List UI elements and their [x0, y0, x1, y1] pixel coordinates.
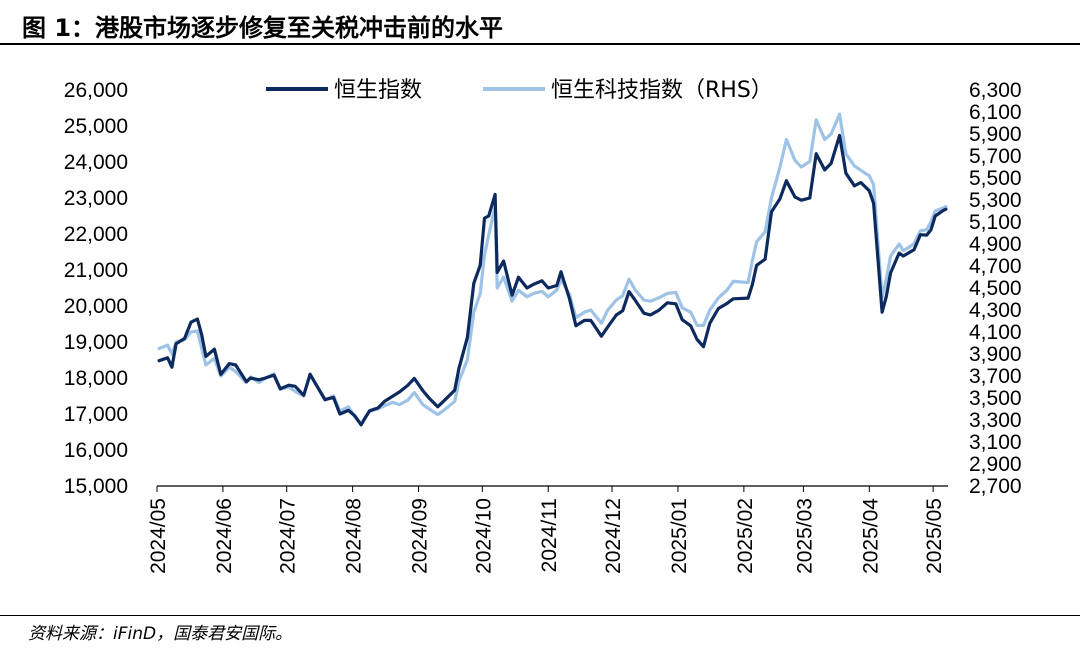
x-tick-label: 2024/12 — [602, 498, 625, 574]
y-right-tick-label: 2,900 — [969, 453, 1022, 476]
x-tick-label: 2024/05 — [147, 498, 170, 574]
y-left-tick-label: 23,000 — [64, 187, 128, 210]
x-tick-label: 2025/03 — [793, 498, 816, 574]
y-right-tick-label: 4,500 — [969, 277, 1022, 300]
footer-divider — [0, 615, 1080, 616]
x-tick-label: 2024/09 — [409, 498, 432, 574]
y-left-tick-label: 15,000 — [64, 475, 128, 498]
y-right-tick-label: 4,900 — [969, 233, 1022, 256]
x-tick-label: 2024/08 — [343, 498, 366, 574]
y-right-tick-label: 4,300 — [969, 299, 1022, 322]
y-left-tick-label: 24,000 — [64, 151, 128, 174]
y-left-tick-label: 19,000 — [64, 331, 128, 354]
x-tick-label: 2025/01 — [668, 498, 691, 574]
y-left-tick-label: 21,000 — [64, 259, 128, 282]
y-right-tick-label: 3,100 — [969, 431, 1022, 454]
y-left-tick-label: 22,000 — [64, 223, 128, 246]
y-right-tick-label: 3,300 — [969, 409, 1022, 432]
y-right-tick-label: 6,100 — [969, 101, 1022, 124]
y-left-tick-label: 20,000 — [64, 295, 128, 318]
title-divider — [0, 43, 1080, 45]
x-tick-label: 2024/06 — [213, 498, 236, 574]
y-right-tick-label: 5,100 — [969, 211, 1022, 234]
x-tick-label: 2025/02 — [734, 498, 757, 574]
y-right-tick-label: 5,500 — [969, 167, 1022, 190]
y-left-tick-label: 17,000 — [64, 403, 128, 426]
y-right-tick-label: 3,900 — [969, 343, 1022, 366]
y-right-tick-label: 6,300 — [969, 79, 1022, 102]
x-tick-label: 2025/04 — [859, 498, 882, 574]
series-line-hstech — [157, 112, 948, 426]
y-right-tick-label: 5,300 — [969, 189, 1022, 212]
y-right-tick-label: 4,700 — [969, 255, 1022, 278]
y-left-tick-label: 26,000 — [64, 79, 128, 102]
y-left-tick-label: 25,000 — [64, 115, 128, 138]
line-chart: 15,000 16,000 17,000 18,000 19,000 20,000 21,0… — [64, 78, 1022, 574]
y-left-tick-label: 16,000 — [64, 439, 128, 462]
y-right-tick-label: 5,700 — [969, 145, 1022, 168]
y-right-tick-label: 5,900 — [969, 123, 1022, 146]
x-tick-label: 2025/05 — [923, 498, 946, 574]
legend-label-hstech: 恒生科技指数（RHS） — [551, 78, 773, 103]
y-right-tick-label: 3,700 — [969, 365, 1022, 388]
x-tick-label: 2024/10 — [472, 498, 495, 574]
source-note: 资料来源：iFinD，国泰君安国际。 — [28, 624, 293, 644]
x-tick-label: 2024/11 — [538, 498, 561, 572]
x-tick-label: 2024/07 — [277, 498, 300, 574]
y-right-tick-label: 4,100 — [969, 321, 1022, 344]
series-line-hsi — [157, 133, 948, 427]
y-right-tick-label: 2,700 — [969, 475, 1022, 498]
legend-label-hsi: 恒生指数 — [334, 78, 422, 103]
y-left-tick-label: 18,000 — [64, 367, 128, 390]
page-title: 图 1：港股市场逐步修复至关税冲击前的水平 — [22, 14, 504, 42]
y-right-tick-label: 3,500 — [969, 387, 1022, 410]
